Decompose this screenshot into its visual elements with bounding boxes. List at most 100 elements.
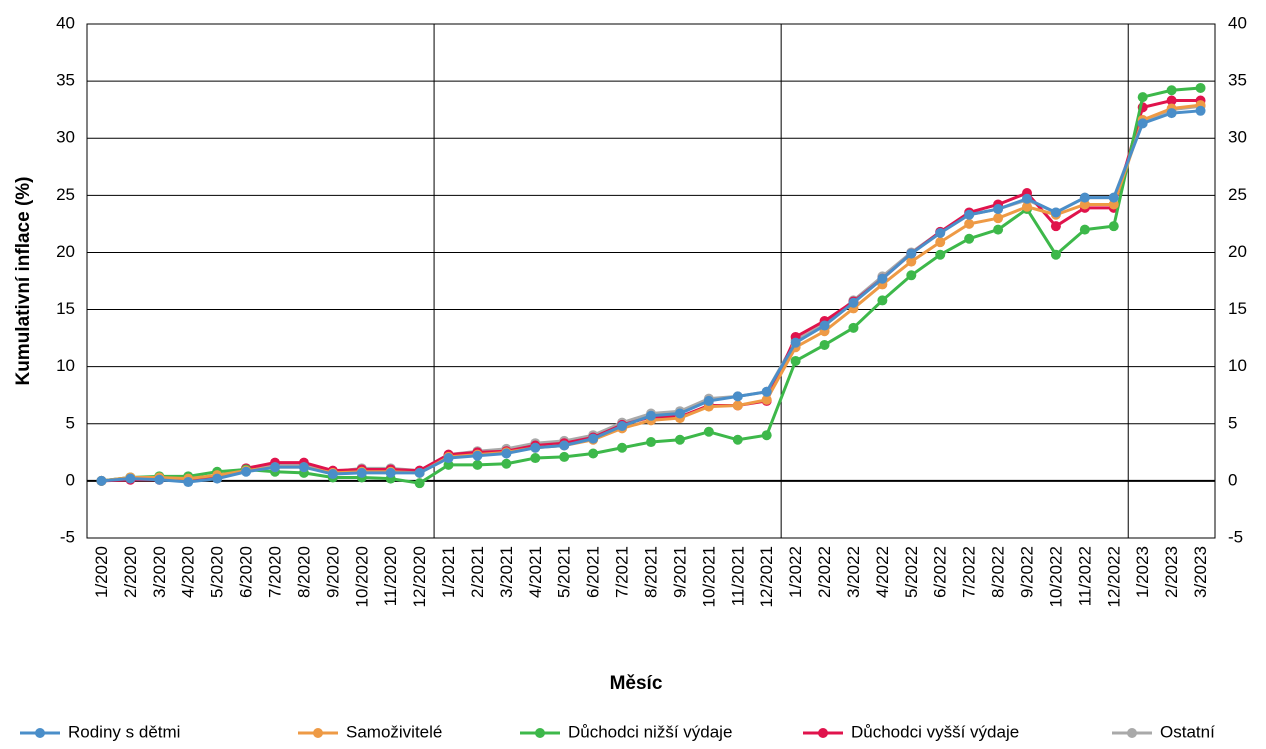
data-point [1079,192,1090,203]
x-tick-label: 2/2020 [121,546,140,598]
data-point [935,228,946,239]
legend-marker [35,728,45,738]
x-tick-label: 11/2020 [381,546,400,606]
data-point [1108,221,1119,232]
y2-tick-label: 0 [1228,470,1237,489]
x-tick-label: 5/2020 [208,546,227,598]
data-point [501,448,512,459]
x-tick-label: 8/2022 [989,546,1008,598]
data-point [559,440,570,451]
data-point [964,218,975,229]
data-point [183,477,194,488]
data-point [848,322,859,333]
data-point [501,458,512,469]
x-tick-label: 2/2023 [1162,546,1181,598]
x-tick-label: 10/2022 [1046,546,1065,607]
y2-tick-label: -5 [1228,527,1243,546]
legend-marker [313,728,323,738]
data-point [327,469,338,480]
data-point [1166,85,1177,96]
data-point [212,473,223,484]
x-tick-label: 5/2022 [902,546,921,598]
data-point [761,394,772,405]
x-tick-label: 3/2021 [497,546,516,598]
data-point [790,355,801,366]
data-point [617,421,628,432]
y2-tick-label: 20 [1228,242,1247,261]
data-point [154,474,165,485]
x-tick-label: 3/2023 [1191,546,1210,598]
y-tick-label: 10 [56,356,75,375]
data-point [1195,82,1206,93]
data-point [761,430,772,441]
x-tick-label: 7/2022 [960,546,979,598]
legend-label: Samoživitelé [346,722,442,741]
y-tick-label: 30 [56,128,75,147]
data-point [1108,199,1119,210]
y2-tick-label: 40 [1228,13,1247,32]
legend-marker [535,728,545,738]
x-tick-label: 1/2022 [786,546,805,598]
x-axis-title: Měsíc [610,673,663,694]
x-tick-label: 6/2020 [237,546,256,598]
data-point [848,297,859,308]
data-point [617,442,628,453]
y2-tick-label: 25 [1228,185,1247,204]
legend-marker [1127,728,1137,738]
data-point [732,391,743,402]
data-point [1050,249,1061,260]
x-tick-label: 6/2021 [584,546,603,598]
data-point [1079,224,1090,235]
data-point [646,437,656,448]
legend-label: Důchodci nižší výdaje [568,722,732,741]
data-point [790,337,801,348]
data-point [530,453,541,464]
x-tick-label: 3/2022 [844,546,863,598]
data-point [964,233,975,244]
data-point [732,400,743,411]
data-point [414,467,425,478]
x-tick-label: 1/2023 [1133,546,1152,598]
x-tick-label: 6/2022 [931,546,950,598]
data-point [877,295,888,306]
legend-label: Důchodci vyšší výdaje [851,722,1019,741]
x-tick-label: 9/2020 [323,546,342,598]
y2-tick-label: 15 [1228,299,1247,318]
x-tick-label: 10/2020 [352,546,371,607]
data-point [935,237,946,248]
y-tick-label: 40 [56,13,75,32]
y-tick-label: 5 [66,413,75,432]
data-point [1050,221,1061,232]
data-point [819,320,830,331]
y-tick-label: 20 [56,242,75,261]
data-point [270,462,280,473]
data-point [819,339,830,350]
data-point [96,475,107,486]
y-tick-label: 0 [66,470,75,489]
y2-tick-label: 30 [1228,128,1247,147]
data-point [588,448,599,459]
x-tick-label: 12/2022 [1104,546,1123,607]
x-tick-label: 4/2021 [526,546,545,598]
y-axis-title: Kumulativní inflace (%) [13,176,34,385]
data-point [646,410,656,421]
x-tick-label: 9/2022 [1017,546,1036,598]
data-point [1050,207,1061,218]
series-line [101,109,1201,484]
data-point [443,453,454,464]
y-tick-label: 25 [56,185,75,204]
x-tick-label: 7/2020 [265,546,284,598]
data-point [1022,193,1032,204]
x-tick-label: 1/2021 [439,546,458,598]
data-point [964,209,975,220]
data-point [993,213,1004,224]
y-tick-label: -5 [60,527,75,546]
data-point [674,434,685,445]
x-tick-label: 12/2021 [757,546,776,607]
data-point [674,408,685,419]
data-point [414,478,425,489]
data-point [703,395,714,406]
data-point [935,249,946,260]
x-tick-label: 5/2021 [555,546,574,598]
